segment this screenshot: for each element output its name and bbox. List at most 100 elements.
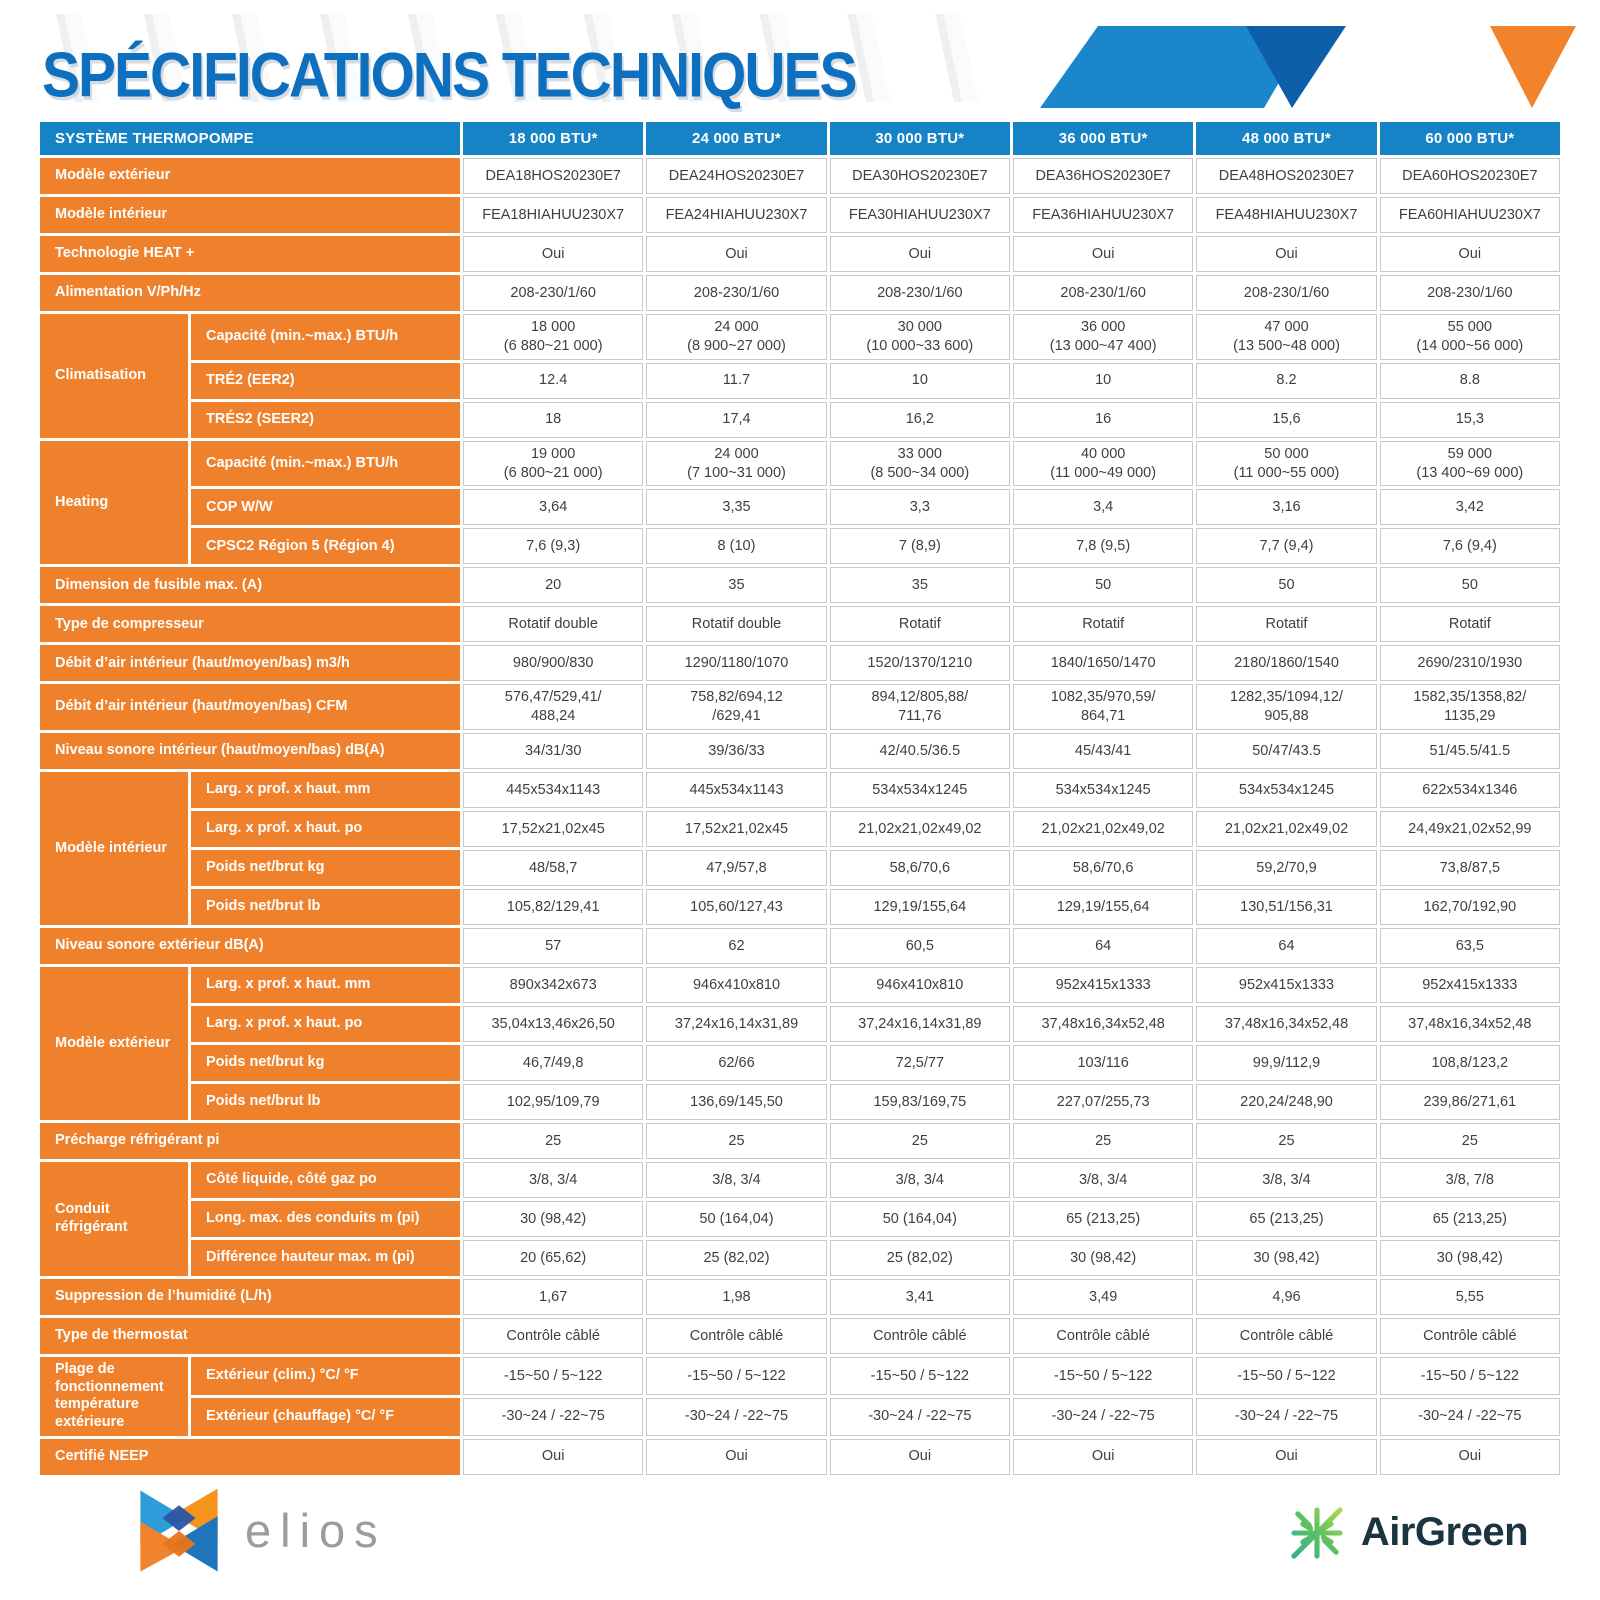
row-label: Type de compresseur bbox=[40, 606, 460, 643]
value-cell: 62 bbox=[646, 928, 827, 965]
value-cell: 8 (10) bbox=[646, 528, 827, 565]
value-cell: Contrôle câblé bbox=[1379, 1318, 1560, 1355]
value-cell: 21,02x21,02x49,02 bbox=[1012, 811, 1194, 848]
banner-background-streaks bbox=[40, 14, 983, 102]
group-label: Plage de fonctionnement température exté… bbox=[40, 1357, 188, 1436]
row-label: Suppression de l’humidité (L/h) bbox=[40, 1279, 460, 1316]
value-cell: 1282,35/1094,12/ 905,88 bbox=[1196, 684, 1377, 731]
value-cell: Contrôle câblé bbox=[646, 1318, 827, 1355]
value-cell: 946x410x810 bbox=[829, 967, 1010, 1004]
value-cell: 35,04x13,46x26,50 bbox=[463, 1006, 644, 1043]
sub-row-label: Extérieur (chauffage) °C/ °F bbox=[191, 1397, 460, 1436]
group-label: Heating bbox=[40, 440, 188, 565]
value-cell: Contrôle câblé bbox=[829, 1318, 1010, 1355]
value-cell: -15~50 / 5~122 bbox=[646, 1357, 827, 1395]
value-cell: 59 000 (13 400~69 000) bbox=[1379, 440, 1560, 487]
value-cell: Rotatif bbox=[1379, 606, 1560, 643]
value-cell: -30~24 / -22~75 bbox=[1196, 1397, 1377, 1436]
value-cell: -30~24 / -22~75 bbox=[1012, 1397, 1194, 1436]
row-label: Type de thermostat bbox=[40, 1318, 460, 1355]
value-cell: DEA24HOS20230E7 bbox=[646, 158, 827, 194]
value-cell: 952x415x1333 bbox=[1196, 967, 1377, 1004]
value-cell: 24,49x21,02x52,99 bbox=[1379, 811, 1560, 848]
value-cell: 102,95/109,79 bbox=[463, 1084, 644, 1121]
value-cell: 10 bbox=[1012, 362, 1194, 399]
value-cell: 208-230/1/60 bbox=[829, 275, 1010, 311]
value-cell: 37,24x16,14x31,89 bbox=[829, 1006, 1010, 1043]
elios-pinwheel-icon bbox=[140, 1488, 218, 1572]
value-cell: 7,6 (9,4) bbox=[1379, 528, 1560, 565]
value-cell: DEA30HOS20230E7 bbox=[829, 158, 1010, 194]
value-cell: 18 000 (6 880~21 000) bbox=[463, 314, 644, 360]
value-cell: 47,9/57,8 bbox=[646, 850, 827, 887]
sub-row-label: Long. max. des conduits m (pi) bbox=[191, 1201, 460, 1238]
footer: elios bbox=[0, 1475, 1600, 1600]
value-cell: 105,82/129,41 bbox=[463, 889, 644, 926]
table-header-label: SYSTÈME THERMOPOMPE bbox=[40, 122, 460, 155]
elios-wordmark: elios bbox=[245, 1504, 387, 1558]
value-cell: Oui bbox=[1012, 236, 1194, 272]
value-cell: 3,3 bbox=[829, 489, 1010, 526]
value-cell: FEA30HIAHUU230X7 bbox=[829, 197, 1010, 233]
value-cell: 8.2 bbox=[1196, 362, 1377, 399]
column-header: 48 000 BTU* bbox=[1196, 122, 1377, 155]
value-cell: Oui bbox=[463, 1438, 644, 1475]
sub-row-label: Différence hauteur max. m (pi) bbox=[191, 1240, 460, 1277]
value-cell: 57 bbox=[463, 928, 644, 965]
sub-row-label: Larg. x prof. x haut. mm bbox=[191, 772, 460, 809]
value-cell: 3/8, 3/4 bbox=[1196, 1162, 1377, 1199]
value-cell: 25 bbox=[1379, 1123, 1560, 1160]
value-cell: 208-230/1/60 bbox=[1379, 275, 1560, 311]
value-cell: 34/31/30 bbox=[463, 733, 644, 770]
value-cell: Rotatif double bbox=[463, 606, 644, 643]
row-label: Dimension de fusible max. (A) bbox=[40, 567, 460, 604]
value-cell: DEA48HOS20230E7 bbox=[1196, 158, 1377, 194]
value-cell: 3,35 bbox=[646, 489, 827, 526]
value-cell: Rotatif bbox=[829, 606, 1010, 643]
value-cell: 45/43/41 bbox=[1012, 733, 1194, 770]
value-cell: 17,52x21,02x45 bbox=[646, 811, 827, 848]
value-cell: 55 000 (14 000~56 000) bbox=[1379, 314, 1560, 360]
value-cell: 220,24/248,90 bbox=[1196, 1084, 1377, 1121]
value-cell: 952x415x1333 bbox=[1012, 967, 1194, 1004]
value-cell: 7,8 (9,5) bbox=[1012, 528, 1194, 565]
value-cell: Contrôle câblé bbox=[1196, 1318, 1377, 1355]
value-cell: 576,47/529,41/ 488,24 bbox=[463, 684, 644, 731]
value-cell: 30 (98,42) bbox=[1196, 1240, 1377, 1277]
row-label: Niveau sonore intérieur (haut/moyen/bas)… bbox=[40, 733, 460, 770]
value-cell: 30 (98,42) bbox=[463, 1201, 644, 1238]
value-cell: Contrôle câblé bbox=[1012, 1318, 1194, 1355]
value-cell: 37,48x16,34x52,48 bbox=[1196, 1006, 1377, 1043]
value-cell: 15,6 bbox=[1196, 401, 1377, 438]
sub-row-label: CPSC2 Région 5 (Région 4) bbox=[191, 528, 460, 565]
sub-row-label: Capacité (min.~max.) BTU/h bbox=[191, 440, 460, 487]
value-cell: 1,98 bbox=[646, 1279, 827, 1316]
value-cell: 162,70/192,90 bbox=[1379, 889, 1560, 926]
value-cell: 42/40.5/36.5 bbox=[829, 733, 1010, 770]
value-cell: 208-230/1/60 bbox=[646, 275, 827, 311]
value-cell: 952x415x1333 bbox=[1379, 967, 1560, 1004]
value-cell: 1840/1650/1470 bbox=[1012, 645, 1194, 682]
sub-row-label: Poids net/brut lb bbox=[191, 1084, 460, 1121]
airgreen-logo: AirGreen bbox=[1285, 1501, 1529, 1565]
value-cell: 50 bbox=[1379, 567, 1560, 604]
value-cell: 1,67 bbox=[463, 1279, 644, 1316]
value-cell: 890x342x673 bbox=[463, 967, 644, 1004]
value-cell: Contrôle câblé bbox=[463, 1318, 644, 1355]
value-cell: 25 bbox=[463, 1123, 644, 1160]
value-cell: -15~50 / 5~122 bbox=[1196, 1357, 1377, 1395]
sub-row-label: Côté liquide, côté gaz po bbox=[191, 1162, 460, 1199]
value-cell: 534x534x1245 bbox=[829, 772, 1010, 809]
value-cell: 24 000 (8 900~27 000) bbox=[646, 314, 827, 360]
value-cell: 25 (82,02) bbox=[829, 1240, 1010, 1277]
row-label: Précharge réfrigérant pi bbox=[40, 1123, 460, 1160]
value-cell: 30 000 (10 000~33 600) bbox=[829, 314, 1010, 360]
value-cell: 129,19/155,64 bbox=[1012, 889, 1194, 926]
value-cell: 3,42 bbox=[1379, 489, 1560, 526]
value-cell: 3/8, 7/8 bbox=[1379, 1162, 1560, 1199]
column-header: 36 000 BTU* bbox=[1012, 122, 1194, 155]
value-cell: 1290/1180/1070 bbox=[646, 645, 827, 682]
value-cell: 99,9/112,9 bbox=[1196, 1045, 1377, 1082]
value-cell: Oui bbox=[1012, 1438, 1194, 1475]
value-cell: 40 000 (11 000~49 000) bbox=[1012, 440, 1194, 487]
